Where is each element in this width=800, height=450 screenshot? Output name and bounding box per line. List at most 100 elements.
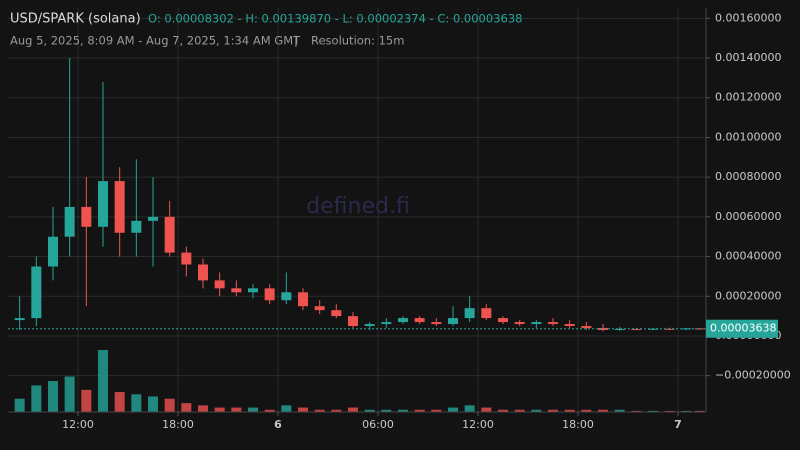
volume-bar [264, 409, 275, 412]
candle-body [514, 322, 525, 325]
candle-body [531, 322, 542, 325]
volume-bar [148, 396, 158, 412]
volume-bar [331, 409, 342, 412]
volume-bar [14, 398, 25, 412]
volume-bar [514, 409, 525, 412]
x-tick-label: 12:00 [462, 418, 494, 431]
watermark: defined.fi [306, 194, 410, 219]
candle-body [281, 292, 292, 301]
candle-body [81, 206, 92, 227]
candle-body [148, 216, 158, 221]
volume-bar [31, 385, 42, 412]
chart-title: USD/SPARK (solana) [10, 12, 141, 27]
volume-bar [81, 389, 92, 412]
candle-body [631, 329, 642, 331]
subtitle: Aug 5, 2025, 8:09 AM - Aug 7, 2025, 1:34… [10, 34, 301, 48]
resolution: Resolution: 15m [311, 34, 404, 48]
volume-bar [598, 409, 608, 412]
volume-bar [631, 410, 642, 412]
ohlc-summary: O: 0.00008302 - H: 0.00139870 - L: 0.000… [148, 12, 522, 26]
volume-bar [694, 410, 705, 412]
candle-body [564, 324, 575, 327]
x-tick-label: 18:00 [162, 418, 194, 431]
candle-body [648, 328, 658, 330]
volume-bar [348, 407, 358, 412]
candle-body [331, 310, 342, 317]
candle-body [681, 328, 692, 330]
candle-body [98, 181, 108, 227]
volume-bar [531, 409, 542, 412]
volume-bar [431, 409, 442, 412]
candle-body [598, 328, 608, 331]
candle-body [248, 288, 258, 293]
candle-body [31, 266, 42, 319]
candle-body [48, 236, 58, 267]
y-tick-label: −0.00020000 [715, 369, 791, 382]
candle-body [614, 329, 625, 331]
last-price-box [706, 319, 778, 338]
candle-body [694, 328, 705, 330]
volume-bar [364, 409, 375, 412]
candle-body [164, 216, 175, 253]
volume-bar [181, 403, 192, 412]
candle-body [381, 322, 392, 325]
y-tick-label: 0.00060000 [715, 210, 781, 223]
candle-body [214, 280, 225, 289]
y-tick-label: 0.00080000 [715, 170, 781, 183]
candle-body [198, 264, 208, 281]
y-tick-label: 0.00020000 [715, 289, 781, 302]
volume-bar [298, 407, 308, 412]
candle-body [181, 252, 192, 265]
candle-body [14, 318, 25, 321]
x-tick-label: 06:00 [362, 418, 394, 431]
y-tick-label: 0.00120000 [715, 91, 781, 104]
volume-bar [614, 409, 625, 412]
volume-bar [648, 410, 658, 412]
separator: | [294, 34, 298, 48]
volume-bar [481, 407, 492, 412]
volume-bar [398, 409, 408, 412]
candle-body [581, 326, 592, 329]
volume-bar [248, 407, 258, 412]
x-tick-label: 6 [274, 418, 282, 431]
y-tick-label: 0.00040000 [715, 250, 781, 263]
last-price-label: 0.00003638 [710, 322, 776, 335]
volume-bar [414, 409, 425, 412]
candle-body [364, 324, 375, 327]
volume-bar [664, 410, 675, 412]
y-tick-label: 0.00100000 [715, 130, 781, 143]
candle-body [664, 328, 675, 330]
candle-body [314, 306, 325, 311]
volume-bar [164, 398, 175, 412]
candle-body [481, 308, 492, 319]
volume-bar [131, 394, 142, 412]
volume-bar [448, 407, 458, 412]
candle-body [398, 318, 408, 323]
volume-bar [548, 409, 558, 412]
volume-bar [381, 409, 392, 412]
x-tick-label: 18:00 [562, 418, 594, 431]
candle-body [131, 220, 142, 233]
volume-bar [314, 409, 325, 412]
candle-body [264, 288, 275, 301]
candle-body [464, 308, 475, 319]
candle-body [498, 318, 508, 323]
candle-body [414, 318, 425, 323]
volume-bar [681, 410, 692, 412]
volume-bar [498, 409, 508, 412]
candle-body [114, 181, 125, 233]
candle-body [448, 318, 458, 325]
volume-bar [281, 405, 292, 412]
candle-body [64, 206, 75, 237]
volume-bar [48, 381, 58, 412]
volume-bar [564, 409, 575, 412]
volume-bar [581, 409, 592, 412]
candle-body [348, 316, 358, 327]
x-tick-label: 12:00 [62, 418, 94, 431]
y-tick-label: 0.00140000 [715, 51, 781, 64]
volume-bar [64, 376, 75, 412]
volume-bar [198, 405, 208, 412]
y-tick-label: 0.00160000 [715, 11, 781, 24]
volume-bar [214, 407, 225, 412]
